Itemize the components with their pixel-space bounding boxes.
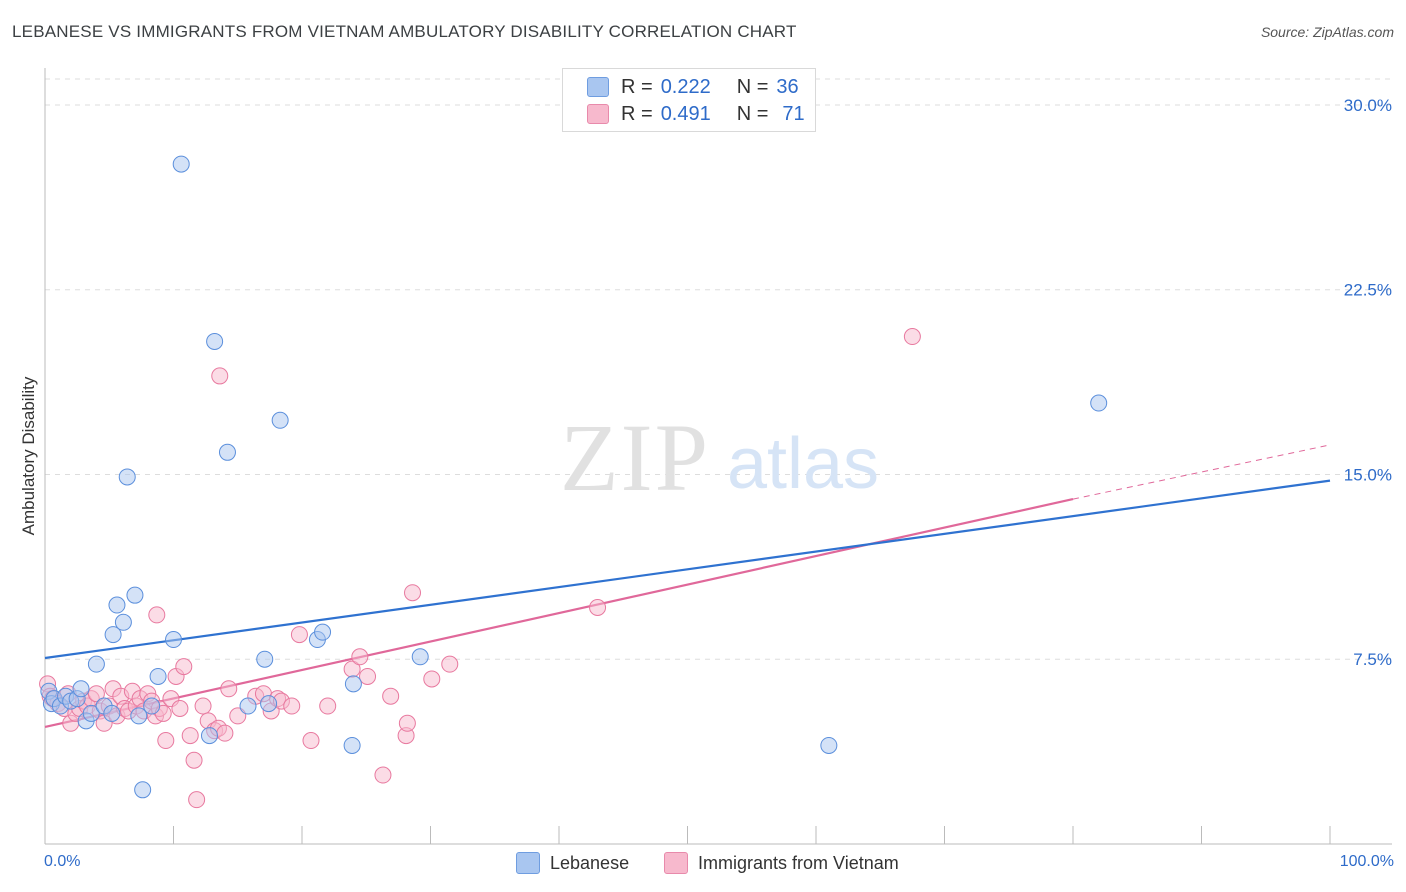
point-immigrants-from-vietnam: [382, 687, 400, 705]
point-lebanese: [344, 675, 362, 693]
point-lebanese: [343, 736, 361, 754]
legend-swatch-lebanese: [587, 77, 609, 97]
point-immigrants-from-vietnam: [290, 626, 308, 644]
series-label-vietnam: Immigrants from Vietnam: [698, 852, 899, 873]
point-lebanese: [172, 155, 190, 173]
axes: [44, 68, 1392, 845]
point-immigrants-from-vietnam: [398, 714, 416, 732]
x-tick-label-max: 100.0%: [1339, 853, 1394, 870]
point-lebanese: [104, 626, 122, 644]
point-lebanese: [82, 704, 100, 722]
trend-lines: [44, 444, 1331, 729]
source-label: Source: ZipAtlas.com: [1260, 24, 1394, 40]
y-tick-label: 22.5%: [1344, 281, 1392, 300]
point-lebanese: [260, 695, 278, 713]
y-tick-label: 7.5%: [1353, 650, 1392, 669]
point-immigrants-from-vietnam: [87, 685, 105, 703]
trend-line-lebanese: [44, 479, 1331, 660]
series-legend-lebanese: Lebanese: [516, 852, 629, 874]
point-lebanese: [239, 697, 257, 715]
legend-r-value-vietnam: 0.491: [660, 102, 711, 125]
point-immigrants-from-vietnam: [216, 724, 234, 742]
point-lebanese: [134, 781, 152, 799]
point-lebanese: [820, 736, 838, 754]
legend-n-label: N =: [736, 102, 769, 125]
point-immigrants-from-vietnam: [171, 700, 189, 718]
point-lebanese: [114, 613, 132, 631]
point-lebanese: [206, 332, 224, 350]
y-tick-label: 15.0%: [1344, 465, 1392, 484]
y-tick-labels: 7.5% 15.0% 22.5% 30.0%: [1344, 96, 1392, 669]
point-lebanese: [103, 704, 121, 722]
point-lebanese: [271, 411, 289, 429]
point-immigrants-from-vietnam: [589, 599, 607, 617]
point-lebanese: [130, 707, 148, 725]
legend-n-label: N =: [736, 75, 769, 98]
point-immigrants-from-vietnam: [302, 732, 320, 750]
correlation-legend: R = 0.222 N = 36 R = 0.491 N = 71: [562, 68, 816, 132]
series-label-lebanese: Lebanese: [550, 852, 630, 873]
legend-r-value-lebanese: 0.222: [660, 75, 711, 98]
point-lebanese: [1090, 394, 1108, 412]
legend-row-lebanese: R = 0.222 N = 36: [587, 75, 799, 99]
point-immigrants-from-vietnam: [148, 606, 166, 624]
series-swatch-lebanese: [516, 852, 540, 874]
legend-r-label: R =: [621, 102, 653, 125]
point-lebanese: [87, 655, 105, 673]
point-immigrants-from-vietnam: [374, 766, 392, 784]
point-lebanese: [72, 680, 90, 698]
watermark-atlas: atlas: [727, 424, 879, 504]
legend-swatch-vietnam: [587, 104, 609, 124]
series-swatch-vietnam: [664, 852, 688, 874]
point-lebanese: [256, 650, 274, 668]
y-axis-title: Ambulatory Disability: [19, 376, 38, 535]
point-immigrants-from-vietnam: [351, 648, 369, 666]
trend-line-immigrants-from-vietnam: [44, 498, 1074, 729]
point-immigrants-from-vietnam: [229, 707, 247, 725]
point-immigrants-from-vietnam: [194, 697, 212, 715]
series-legend-vietnam: Immigrants from Vietnam: [664, 852, 899, 874]
watermark-zip: ZIP: [560, 404, 710, 511]
point-lebanese: [200, 727, 218, 745]
point-immigrants-from-vietnam: [319, 697, 337, 715]
point-immigrants-from-vietnam: [175, 658, 193, 676]
point-immigrants-from-vietnam: [283, 697, 301, 715]
point-immigrants-from-vietnam: [181, 727, 199, 745]
grid-lines: [45, 78, 1392, 660]
point-immigrants-from-vietnam: [441, 655, 459, 673]
point-lebanese: [143, 697, 161, 715]
point-immigrants-from-vietnam: [188, 791, 206, 809]
point-lebanese: [108, 596, 126, 614]
y-tick-label: 30.0%: [1344, 96, 1392, 115]
point-lebanese: [118, 468, 136, 486]
point-immigrants-from-vietnam: [220, 680, 238, 698]
point-immigrants-from-vietnam: [185, 751, 203, 769]
point-immigrants-from-vietnam: [423, 670, 441, 688]
points-immigrants-from-vietnam: [39, 328, 921, 809]
trend-line-extension-immigrants-from-vietnam: [1072, 444, 1331, 500]
series-legend: Lebanese Immigrants from Vietnam: [0, 852, 1406, 876]
legend-row-vietnam: R = 0.491 N = 71: [587, 102, 805, 126]
legend-r-label: R =: [621, 75, 653, 98]
legend-n-value-vietnam: 71: [782, 102, 805, 125]
point-immigrants-from-vietnam: [903, 328, 921, 346]
point-lebanese: [165, 631, 182, 649]
watermark: ZIP atlas: [560, 404, 879, 511]
point-lebanese: [411, 648, 429, 666]
point-lebanese: [126, 586, 144, 604]
x-tick-label-min: 0.0%: [44, 853, 81, 870]
point-lebanese: [149, 667, 167, 685]
point-lebanese: [314, 623, 332, 641]
chart-title: LEBANESE VS IMMIGRANTS FROM VIETNAM AMBU…: [12, 22, 797, 41]
point-immigrants-from-vietnam: [404, 584, 422, 602]
point-immigrants-from-vietnam: [211, 367, 229, 385]
point-immigrants-from-vietnam: [157, 732, 175, 750]
point-lebanese: [218, 443, 236, 461]
legend-n-value-lebanese: 36: [776, 75, 799, 98]
point-immigrants-from-vietnam: [359, 667, 377, 685]
points-lebanese: [40, 155, 1108, 799]
